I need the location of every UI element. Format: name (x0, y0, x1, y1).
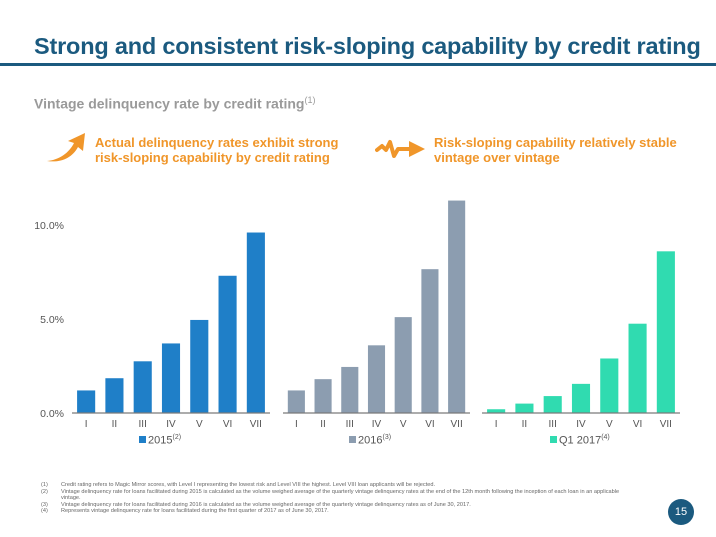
x-tick-label: VI (223, 419, 232, 430)
x-tick-label: III (549, 419, 557, 430)
legend-swatch-2015 (139, 435, 146, 443)
x-tick-label: I (85, 419, 88, 430)
subtitle-footnote-ref: (1) (304, 95, 316, 105)
bar-2016-iv (367, 345, 386, 413)
bar-q1-2017-vi (628, 323, 647, 413)
x-tick-label: II (522, 419, 528, 430)
footnotes: (1) Credit rating refers to Magic Mirror … (41, 482, 621, 515)
chart-subtitle: Vintage delinquency rate by credit ratin… (34, 95, 315, 112)
page-number-badge: 15 (668, 499, 694, 525)
legend-swatch-2016 (349, 435, 356, 443)
subtitle-text: Vintage delinquency rate by credit ratin… (34, 95, 305, 112)
legend-2016: 2016(3) (349, 434, 391, 447)
delinquency-bar-charts: 0.0%5.0%10.0%I II III IV V VI VII I II III IV V VI VI… (34, 200, 680, 430)
legend-q1-2017: Q1 2017(4) (550, 434, 610, 447)
bar-2015-iv (161, 343, 181, 413)
footnote-3: (3) Vintage delinquency rate for loans fa… (41, 501, 471, 508)
x-tick-label: IV (372, 419, 382, 430)
x-tick-label: VI (425, 419, 434, 430)
footnote-2: (2) Vintage delinquency rate for loans fa… (41, 488, 620, 502)
bar-2016-vii (448, 200, 466, 413)
bar-2016-iii (341, 366, 359, 413)
bar-2015-iii (133, 361, 152, 413)
page-title: Strong and consistent risk-sloping capab… (34, 33, 701, 59)
legend-label: Q1 2017 (559, 434, 602, 447)
legend-footnote-ref: (4) (601, 434, 610, 441)
bar-2016-v (394, 317, 412, 413)
x-tick-label: IV (166, 419, 176, 430)
legend-footnote-ref: (3) (382, 434, 392, 441)
bar-2015-i (77, 390, 96, 413)
footnote-4: (4) Represents vintage delinquency rate f… (41, 508, 329, 515)
legend-swatch-q1-2017 (550, 435, 557, 443)
footnote-1: (1) Credit rating refers to Magic Mirror … (41, 482, 436, 488)
x-tick-label: VII (660, 419, 672, 430)
bar-2015-vii (246, 232, 265, 413)
callout-stable-vintage: Risk-sloping capability relatively stabl… (434, 135, 677, 165)
callout-risk-sloping: Actual delinquency rates exhibit strong … (95, 135, 338, 165)
upward-curved-arrow-icon (47, 133, 85, 162)
callout-line-1: Actual delinquency rates exhibit strong (95, 135, 339, 150)
x-tick-label: V (196, 419, 203, 430)
y-tick-label: 10.0% (34, 220, 64, 232)
x-tick-label: II (112, 419, 118, 430)
bar-q1-2017-vii (656, 251, 675, 413)
squiggle-arrow-icon (375, 140, 425, 158)
x-tick-label: I (295, 419, 298, 430)
legend-2015: 2015(2) (139, 434, 181, 447)
bar-q1-2017-iii (543, 396, 562, 413)
y-tick-label: 5.0% (40, 314, 64, 326)
bar-2015-v (190, 319, 209, 413)
bar-2015-vi (218, 275, 237, 413)
x-tick-label: IV (576, 419, 586, 430)
bar-q1-2017-v (600, 358, 619, 413)
x-tick-label: VII (250, 419, 262, 430)
legend-label: 2015 (148, 434, 173, 447)
x-tick-label: VII (451, 419, 463, 430)
bar-2016-i (287, 390, 305, 413)
bar-q1-2017-ii (515, 403, 534, 413)
x-tick-label: VI (633, 419, 642, 430)
x-tick-label: III (346, 419, 354, 430)
callout-line-2: vintage over vintage (434, 150, 560, 165)
bar-2015-ii (105, 378, 124, 413)
legend-footnote-ref: (2) (172, 434, 182, 441)
legend-label: 2016 (358, 434, 383, 447)
bar-q1-2017-iv (571, 383, 591, 413)
x-tick-label: V (606, 419, 613, 430)
bar-q1-2017-i (487, 409, 506, 413)
x-tick-label: II (320, 419, 326, 430)
x-tick-label: I (495, 419, 498, 430)
title-divider (0, 63, 716, 66)
x-tick-label: III (139, 419, 147, 430)
callout-line-1: Risk-sloping capability relatively stabl… (434, 135, 677, 150)
callout-line-2: risk-sloping capability by credit rating (95, 150, 330, 165)
x-tick-label: V (400, 419, 407, 430)
bar-2016-vi (421, 269, 439, 413)
y-tick-label: 0.0% (40, 408, 64, 420)
bar-2016-ii (314, 379, 332, 413)
